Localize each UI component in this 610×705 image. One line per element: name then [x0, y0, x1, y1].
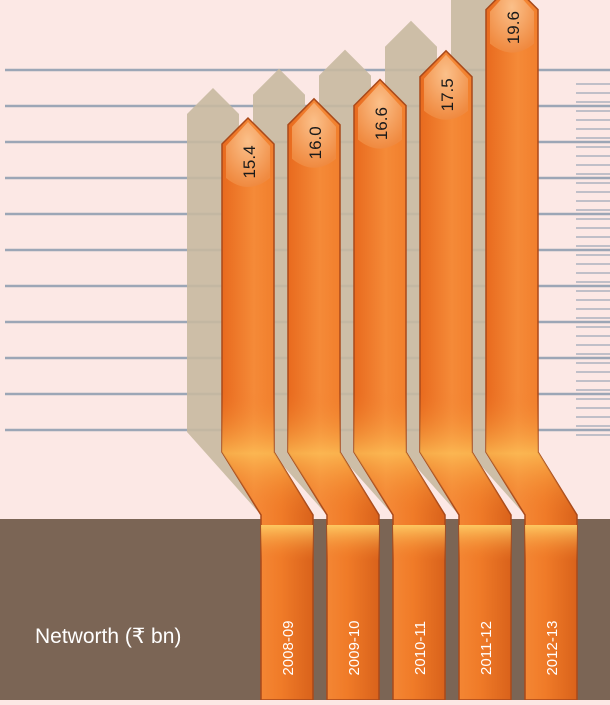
data-label: 16.6 — [372, 107, 391, 140]
bar-base-glow — [393, 525, 445, 615]
category-label: 2012-13 — [544, 620, 561, 675]
bar-base-glow — [525, 525, 577, 615]
data-label: 17.5 — [438, 78, 457, 111]
category-label: 2008-09 — [280, 620, 297, 675]
data-label: 15.4 — [240, 145, 259, 178]
bar-glow — [486, 392, 577, 515]
value-badge — [490, 0, 534, 53]
bar-glow — [420, 392, 511, 515]
bar-base-glow — [327, 525, 379, 615]
data-label: 16.0 — [306, 126, 325, 159]
value-badge — [358, 83, 402, 149]
bar-base-glow — [261, 525, 313, 615]
bar-base-glow — [459, 525, 511, 615]
category-label: 2010-11 — [412, 621, 429, 675]
value-badge — [226, 122, 270, 187]
chart-bars — [221, 0, 578, 701]
category-label: 2011-12 — [478, 621, 495, 675]
value-badge — [424, 54, 468, 120]
data-label: 19.6 — [504, 11, 523, 44]
bar-glow — [222, 392, 313, 515]
bar-glow — [288, 392, 379, 515]
category-label: 2009-10 — [346, 620, 363, 675]
value-badge — [292, 102, 336, 168]
bar-glow — [354, 392, 445, 515]
chart-title: Networth (₹ bn) — [35, 625, 182, 648]
chart-labels: 15.4 2008-09 16.0 2009-10 16.6 2010-11 17.5 201… — [240, 11, 561, 675]
